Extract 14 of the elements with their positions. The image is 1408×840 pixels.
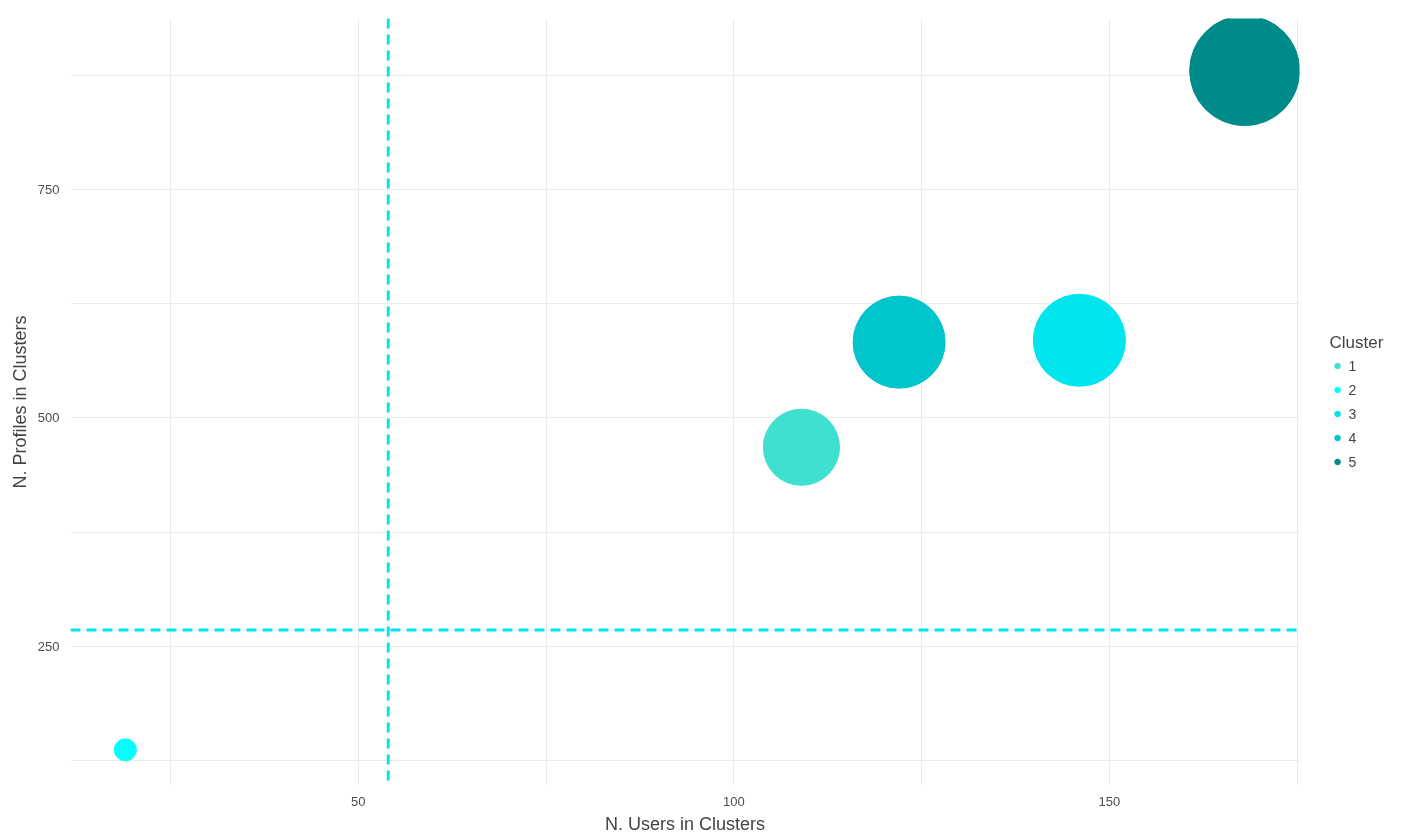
x-axis-title: N. Users in Clusters [604, 813, 766, 834]
legend-label: 5 [1348, 453, 1358, 470]
x-tick-label: 150 [1098, 793, 1121, 809]
legend-label: 4 [1348, 429, 1358, 446]
y-axis-title: N. Profiles in Clusters [9, 315, 30, 489]
y-tick-label: 750 [37, 181, 60, 197]
x-tick-label: 100 [722, 793, 745, 809]
y-tick-label: 250 [37, 639, 60, 655]
legend-label: 2 [1348, 381, 1358, 398]
x-tick-label: 50 [350, 793, 366, 809]
legend-label: 1 [1348, 357, 1358, 374]
legend-label: 3 [1348, 405, 1358, 422]
y-tick-label: 500 [37, 410, 60, 426]
legend-title: Cluster [1329, 332, 1384, 353]
